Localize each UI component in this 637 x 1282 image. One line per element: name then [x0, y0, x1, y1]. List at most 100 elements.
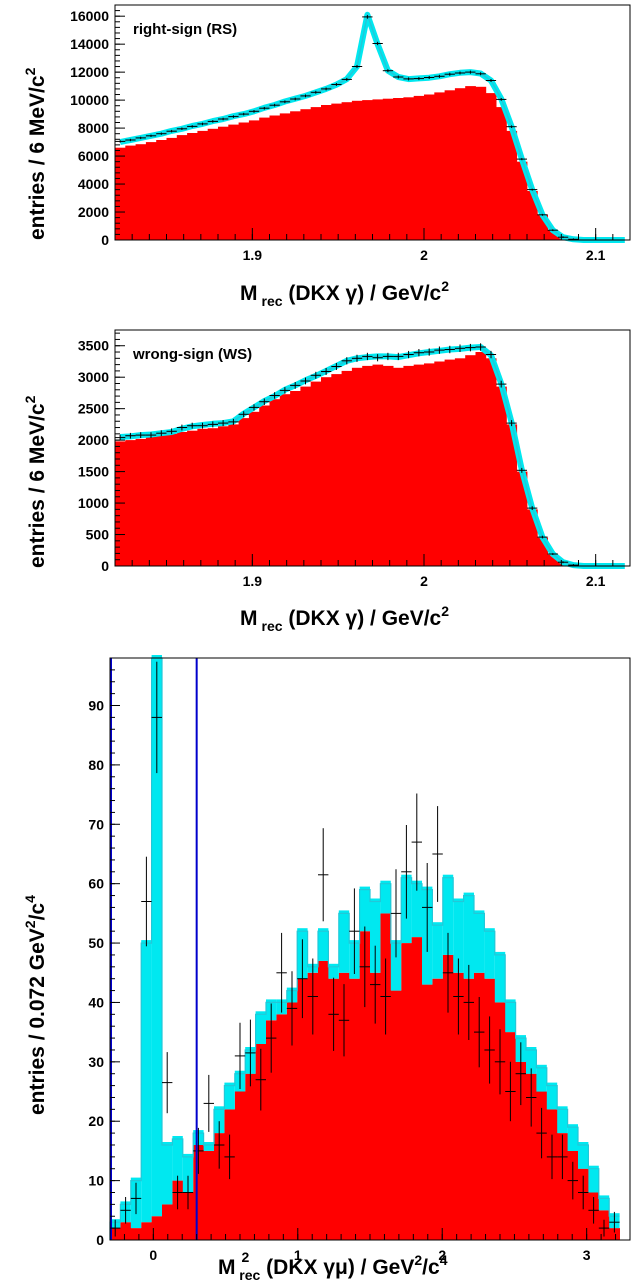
- ws-data-point: [290, 382, 301, 389]
- mm2-data-point: [276, 932, 287, 1013]
- rs-y-tick-label: 6000: [78, 148, 109, 164]
- rs-background-bar: [135, 144, 147, 240]
- rs-data-point: [496, 98, 507, 101]
- mm2-x-tick-label: 1: [294, 1247, 302, 1263]
- rs-data-point: [279, 100, 291, 104]
- ws-data-point: [351, 354, 363, 362]
- rs-data-point: [362, 15, 373, 19]
- ws-data-point: [145, 432, 157, 438]
- ws-background-histogram: [115, 352, 579, 566]
- mm2-fit-bar: [453, 898, 464, 973]
- mm2-data-point: [151, 661, 162, 774]
- rs-background-bar: [207, 128, 219, 240]
- mm2-background-bar: [380, 913, 392, 1240]
- mm2-fit-bar: [338, 910, 350, 973]
- rs-data-point: [465, 70, 476, 74]
- rs-background-bar: [341, 102, 353, 240]
- mm2-data-point: [588, 1197, 599, 1224]
- mm2-fit-bar: [162, 1142, 173, 1205]
- ws-data-point: [207, 421, 218, 428]
- rs-background-histogram: [115, 86, 579, 241]
- mm2-data-point: [546, 1134, 558, 1180]
- mm2-data-point: [567, 1161, 578, 1200]
- ws-data-point: [115, 434, 126, 441]
- ws-data-point: [248, 404, 260, 411]
- mm2-background-bar: [120, 1222, 132, 1240]
- mm2-background-bar: [245, 1073, 256, 1240]
- mm2-background-bar: [234, 1091, 246, 1240]
- rs-data-point: [310, 90, 321, 94]
- ws-data-point: [424, 348, 435, 356]
- mm2-background-bar: [349, 978, 360, 1240]
- ws-background-bar: [218, 426, 229, 566]
- mm2-data-point: [130, 1182, 142, 1215]
- mm2-background-bar: [442, 954, 454, 1240]
- ws-background-bar: [145, 437, 157, 566]
- rs-data-point: [269, 103, 280, 107]
- mm2-fit-bar: [536, 1064, 547, 1092]
- ws-background-bar: [166, 433, 178, 566]
- mm2-background-bar: [328, 978, 340, 1240]
- mm2-data-point: [203, 1074, 214, 1132]
- ws-data-point: [454, 344, 466, 352]
- rs-background-bar: [290, 111, 301, 240]
- mm2-y-tick-label: 0: [96, 1232, 104, 1248]
- mm2-data-point: [182, 1175, 194, 1210]
- mm2-fit-bar: [442, 874, 454, 955]
- mm2-fit-bar: [224, 1082, 235, 1110]
- rs-data-point: [485, 79, 497, 82]
- rs-data-point: [444, 72, 455, 76]
- mm2-y-tick-label: 10: [88, 1173, 104, 1189]
- rs-background-bar: [496, 107, 507, 240]
- rs-background-bar: [300, 109, 312, 240]
- rs-y-tick-label: 0: [101, 232, 109, 248]
- ws-data-point: [187, 422, 198, 429]
- ws-background-bar: [321, 377, 332, 566]
- ws-background-bar: [382, 365, 394, 566]
- ws-data-point: [321, 368, 332, 375]
- ws-background-bar: [362, 365, 373, 566]
- rs-background-bar: [465, 86, 476, 240]
- mm2-fit-bar: [432, 922, 443, 979]
- mm2-fit-bar: [546, 1082, 558, 1110]
- rs-background-bar: [413, 95, 425, 241]
- mm2-background-bar: [474, 972, 485, 1240]
- mm2-background-bar: [203, 1150, 215, 1240]
- ws-background-bar: [424, 363, 435, 566]
- ws-background-bar: [351, 367, 363, 566]
- ws-y-tick-label: 0: [101, 558, 109, 574]
- rs-data-point: [125, 138, 136, 142]
- ws-data-point: [527, 506, 538, 510]
- mm2-background-bar: [297, 978, 308, 1240]
- mm2-background-bar: [453, 972, 464, 1240]
- ws-data-point: [197, 422, 208, 429]
- rs-data-point: [187, 125, 198, 128]
- ws-panel: 0 500 1000 1500 2000 2500 3000 3500 1.9 2 2.1 wron…: [22, 329, 631, 634]
- mm2-background-bar: [401, 943, 412, 1240]
- ws-data-point: [135, 432, 146, 438]
- mm2-fit-bar: [255, 1011, 266, 1044]
- mm2-data-point: [162, 1052, 173, 1114]
- ws-background-bar: [516, 471, 528, 566]
- ws-data-point: [300, 377, 311, 385]
- ws-y-tick-label: 3000: [78, 369, 109, 385]
- mm2-data-point: [515, 1042, 526, 1106]
- mm2-data-point: [286, 971, 298, 1046]
- ws-data-point: [362, 352, 373, 361]
- mm2-fit-bar: [151, 655, 162, 1217]
- mm2-background-bar: [370, 972, 381, 1240]
- ws-background-bar: [496, 386, 507, 566]
- ws-data-point: [382, 352, 394, 361]
- ws-data-point: [465, 343, 476, 352]
- rs-background-bar: [454, 88, 466, 240]
- rs-data-point: [248, 110, 260, 113]
- ws-data-point: [537, 535, 548, 539]
- mm2-fit-bar: [214, 1106, 225, 1134]
- rs-background-bar: [403, 97, 415, 240]
- rs-data-points: [115, 15, 579, 240]
- ws-background-bar: [393, 367, 404, 566]
- rs-data-point: [372, 41, 383, 46]
- mm2-y-tick-label: 50: [88, 935, 104, 951]
- mm2-fit-bar: [505, 999, 516, 1033]
